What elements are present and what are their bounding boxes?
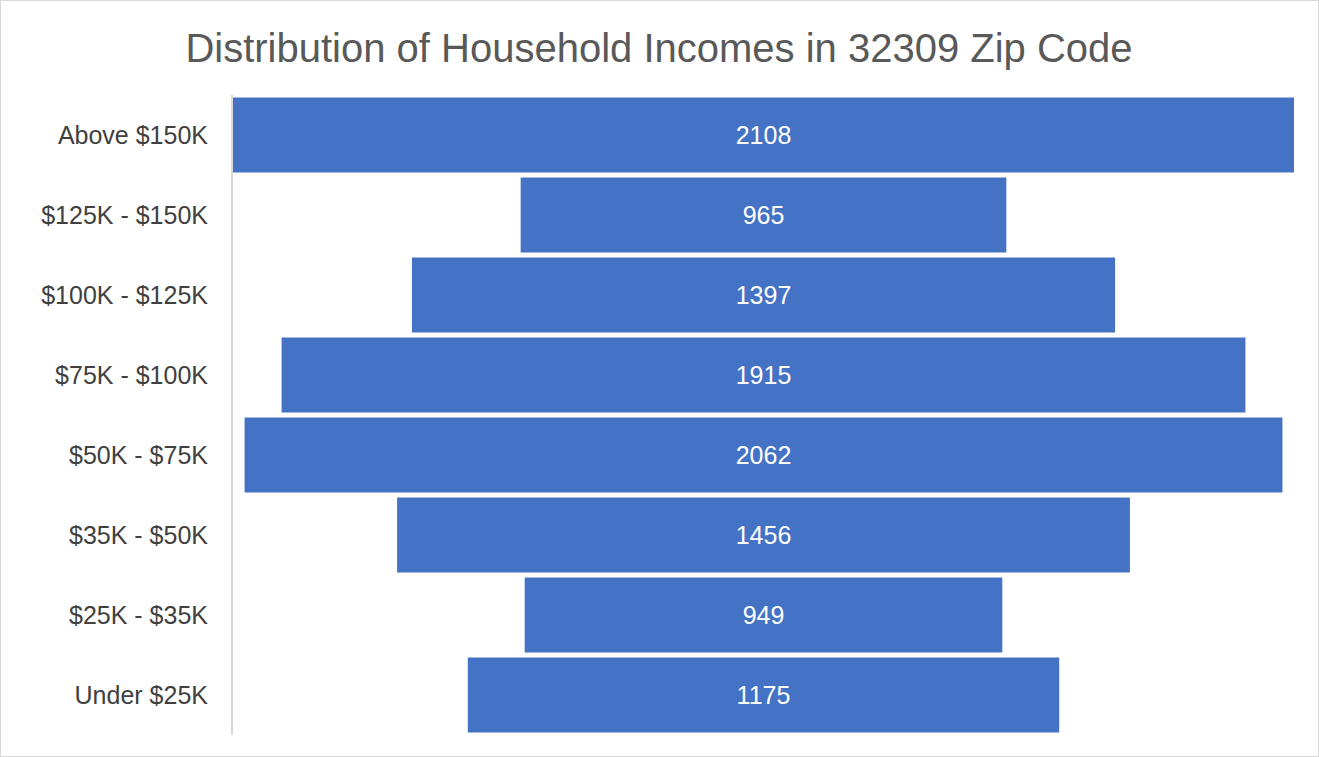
title: Distribution of Household Incomes in 323… <box>185 26 1132 70</box>
category-label: $100K - $125K <box>41 281 208 309</box>
data-label: 2108 <box>736 121 792 149</box>
category-label: $50K - $75K <box>69 441 208 469</box>
data-label: 1175 <box>737 681 791 709</box>
data-label: 949 <box>743 601 785 629</box>
data-label: 2062 <box>736 441 792 469</box>
category-label: Under $25K <box>75 681 209 709</box>
chart: Distribution of Household Incomes in 323… <box>0 0 1319 757</box>
bar <box>245 418 1283 493</box>
chart-border <box>1 1 1319 757</box>
bar <box>282 338 1246 413</box>
bar <box>525 578 1003 653</box>
category-label: $25K - $35K <box>69 601 208 629</box>
category-label: Above $150K <box>58 121 208 149</box>
bar <box>397 498 1130 573</box>
category-label: $125K - $150K <box>41 201 208 229</box>
bar <box>521 178 1007 253</box>
data-label: 1397 <box>736 281 792 309</box>
data-label: 1456 <box>736 521 792 549</box>
bar <box>412 258 1115 333</box>
data-label: 965 <box>743 201 785 229</box>
category-label: $35K - $50K <box>69 521 208 549</box>
bar <box>468 658 1059 733</box>
data-label: 1915 <box>736 361 792 389</box>
category-axis <box>231 95 233 735</box>
bar <box>233 98 1294 173</box>
bars <box>233 98 1294 733</box>
category-label: $75K - $100K <box>55 361 208 389</box>
